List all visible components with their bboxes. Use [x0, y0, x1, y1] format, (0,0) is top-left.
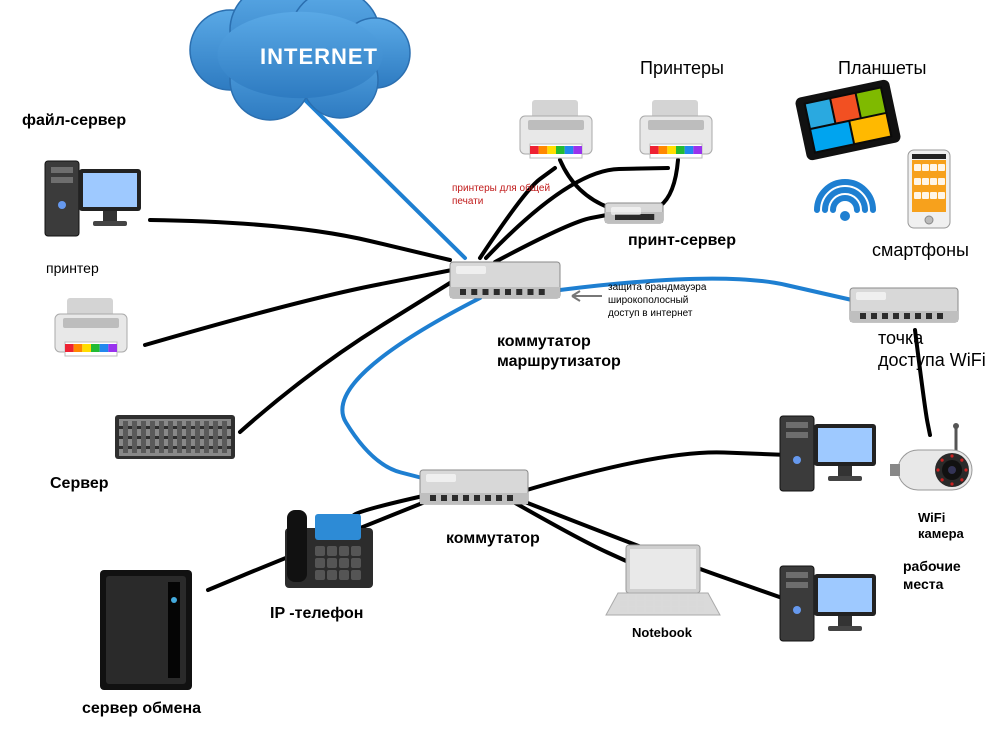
cable-switch-ws_right_1: [520, 452, 788, 492]
label-print-server: принт-сервер: [628, 232, 736, 250]
ip-phone-icon: [285, 510, 373, 588]
router-icon: [450, 262, 560, 298]
printer-left-icon: [55, 298, 127, 356]
cable-switch-ws_right_2: [520, 500, 788, 600]
tablet-icon: [794, 79, 901, 162]
label-smartphone: смартфоны: [872, 240, 969, 261]
wifi-ap-icon: [850, 288, 958, 322]
label-tablet: Планшеты: [838, 58, 926, 79]
label-file-server: файл-сервер: [22, 112, 126, 130]
cable-switch-ip_phone: [348, 494, 432, 520]
cable-server_rack-router: [240, 278, 458, 432]
print-server-icon: [605, 203, 663, 223]
notebook-icon: [606, 545, 720, 615]
cloud-label: INTERNET: [260, 44, 378, 70]
smartphone-icon: [908, 150, 950, 228]
label-ip-phone: IP -телефон: [270, 605, 363, 623]
file-server-icon: [45, 161, 141, 236]
label-printer: принтер: [46, 260, 99, 276]
label-notebook: Notebook: [632, 625, 692, 640]
router-arrow-icon: [572, 291, 602, 301]
label-server-exch: сервер обмена: [82, 700, 201, 718]
label-work-places: рабочие места: [903, 558, 961, 593]
cable-router-print_server: [495, 214, 612, 262]
workstation-right-1-icon: [780, 416, 876, 491]
cable-cloud-router: [305, 100, 465, 258]
label-router-annot: защита брандмауэра широкополосный доступ…: [608, 281, 706, 320]
label-router: коммутатор маршрутизатор: [497, 332, 621, 372]
printer-group-2-icon: [640, 100, 712, 158]
server-rack-icon: [115, 415, 235, 459]
label-switch: коммутатор: [446, 530, 540, 548]
devices: [45, 79, 972, 690]
server-exchange-icon: [100, 570, 192, 690]
cable-printer_left-router: [145, 270, 452, 345]
label-printers-sub: принтеры для общей печати: [452, 182, 582, 208]
label-wifi-ap: точка доступа WiFi: [878, 328, 986, 371]
label-server: Сервер: [50, 475, 109, 493]
wifi-icon: [817, 182, 873, 221]
cable-switch-server_exch: [208, 500, 430, 590]
label-printers: Принтеры: [640, 58, 724, 79]
network-diagram: { "canvas": {"w":1004, "h":732, "bg":"#f…: [0, 0, 1004, 732]
switch-icon: [420, 470, 528, 504]
cable-file_server-router: [150, 220, 450, 260]
cable-router-switch: [342, 298, 480, 480]
label-wifi-camera: WiFi камера: [918, 510, 964, 543]
wifi-camera-icon: [890, 423, 972, 490]
printer-group-1-icon: [520, 100, 592, 158]
workstation-right-2-icon: [780, 566, 876, 641]
